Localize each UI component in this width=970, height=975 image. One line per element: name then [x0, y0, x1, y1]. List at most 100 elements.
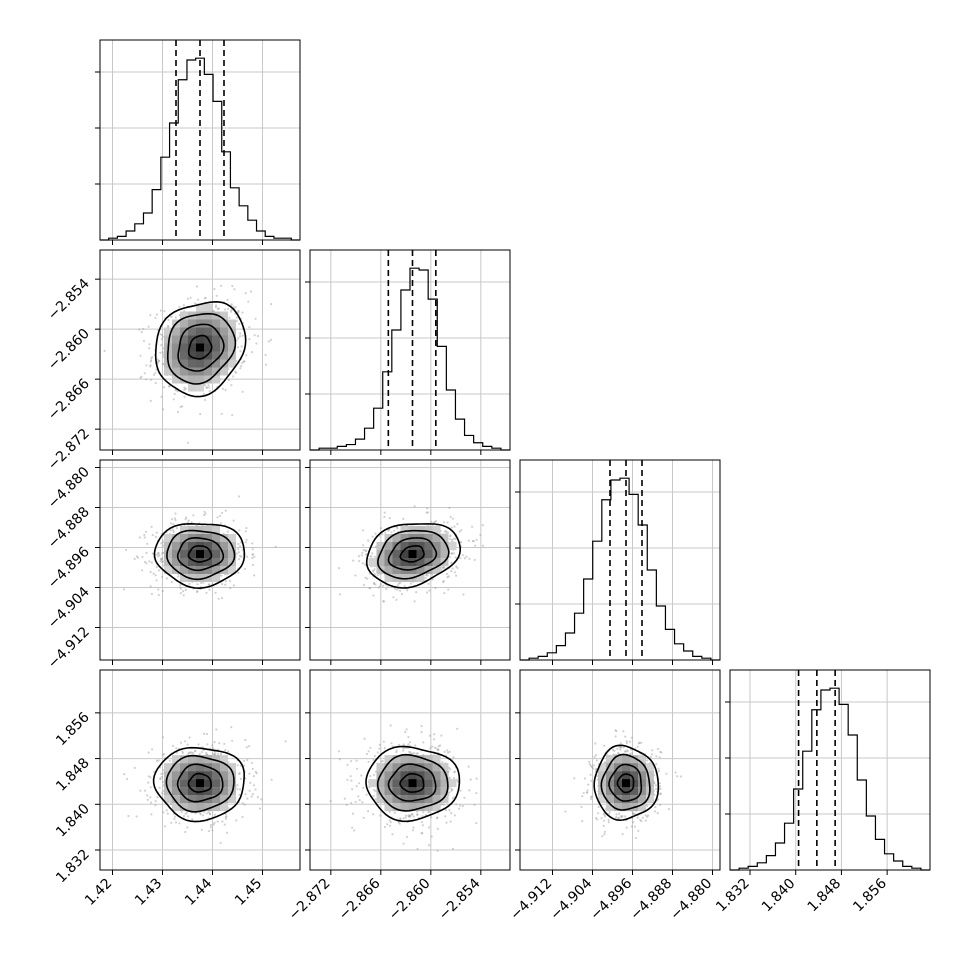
sample-point	[370, 555, 373, 558]
sample-point	[395, 751, 398, 754]
density-block	[424, 526, 433, 534]
sample-point	[451, 797, 454, 800]
density-block	[432, 763, 441, 772]
sample-point	[393, 587, 397, 590]
contour-3	[399, 544, 425, 563]
sample-point	[208, 583, 211, 586]
density-block	[384, 755, 393, 764]
density-block	[188, 803, 196, 812]
sample-point	[237, 337, 240, 340]
sample-point	[146, 798, 149, 802]
density-block	[638, 803, 646, 812]
sample-point	[448, 750, 451, 753]
sample-point	[582, 791, 585, 795]
density-block	[646, 771, 654, 780]
sample-point	[619, 746, 622, 749]
density-block	[384, 574, 393, 582]
density-block	[212, 779, 220, 788]
sample-point	[399, 818, 402, 821]
sample-point	[387, 529, 390, 532]
sample-point	[592, 764, 595, 767]
density-block	[220, 803, 228, 812]
sample-point	[176, 390, 179, 393]
density-block	[164, 566, 172, 574]
sample-point	[442, 579, 445, 583]
sample-point	[420, 725, 423, 728]
sample-point	[362, 529, 365, 532]
sample-point	[456, 727, 459, 730]
y-tick-label: −4.896	[45, 544, 93, 592]
sample-point	[170, 518, 174, 521]
histogram-panel-2	[515, 459, 721, 665]
sample-point	[448, 809, 451, 812]
sample-point	[365, 752, 369, 756]
density-block	[212, 319, 220, 328]
sample-point	[234, 371, 237, 374]
sample-point	[369, 774, 372, 778]
sample-point	[237, 551, 240, 554]
density-block	[164, 795, 172, 804]
sample-point	[591, 795, 594, 798]
sample-point	[405, 728, 408, 731]
sample-point	[450, 570, 453, 573]
sample-point	[446, 531, 449, 534]
sample-point	[395, 749, 398, 752]
sample-point	[655, 787, 658, 791]
sample-point	[251, 767, 254, 771]
density-block	[212, 771, 220, 780]
sample-point	[157, 552, 160, 555]
density-block	[228, 795, 236, 804]
sample-point	[154, 316, 157, 319]
sample-point	[151, 748, 154, 751]
density-block	[408, 803, 417, 812]
sample-point	[364, 553, 367, 556]
sample-point	[448, 766, 451, 770]
sample-point	[393, 529, 396, 532]
sample-point	[162, 551, 165, 554]
density-block	[448, 542, 457, 550]
sample-point	[224, 813, 227, 816]
sample-point	[367, 750, 370, 753]
sample-point	[658, 756, 661, 759]
sample-point	[646, 804, 649, 808]
sample-point	[196, 583, 199, 586]
sample-point	[191, 818, 194, 821]
sample-point	[383, 515, 386, 519]
sample-point	[218, 742, 221, 745]
density-block	[204, 351, 212, 360]
sample-point	[389, 821, 392, 824]
contour-1	[166, 529, 236, 581]
sample-point	[185, 516, 188, 519]
sample-point	[174, 821, 178, 824]
sample-point	[234, 306, 237, 309]
density-block	[204, 558, 212, 566]
sample-point	[369, 746, 372, 749]
density-block	[440, 795, 449, 804]
sample-point	[205, 732, 208, 736]
sample-point	[611, 748, 615, 752]
contour-0	[153, 522, 246, 590]
density-block	[646, 763, 654, 772]
density-block	[424, 542, 433, 550]
sample-point	[459, 541, 463, 544]
sample-point	[374, 583, 377, 586]
sample-point	[232, 584, 235, 587]
sample-point	[380, 760, 383, 763]
sample-point	[244, 292, 247, 295]
sample-point	[413, 505, 416, 508]
sample-point	[231, 284, 234, 288]
density-peak	[408, 550, 417, 558]
sample-point	[250, 761, 254, 764]
scatter-panel-0-2	[95, 459, 301, 665]
sample-point	[251, 542, 254, 545]
sample-point	[446, 751, 450, 754]
sample-point	[651, 753, 654, 756]
density-block	[188, 351, 196, 360]
sample-point	[447, 588, 450, 591]
sample-point	[182, 304, 185, 307]
density-block	[212, 755, 220, 764]
density-block	[204, 566, 212, 574]
density-block	[220, 335, 228, 344]
sample-point	[126, 777, 129, 781]
sample-point	[143, 560, 147, 564]
